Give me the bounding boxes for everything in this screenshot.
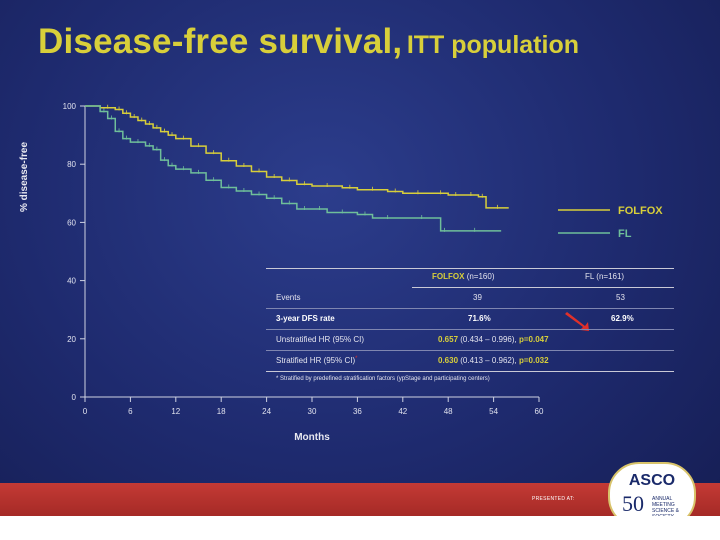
table-rule-2 <box>266 329 674 330</box>
unstrat-ci: (0.434 – 0.996), <box>460 335 517 344</box>
y-tick-label: 0 <box>72 393 77 402</box>
row-events-label: Events <box>276 293 301 302</box>
x-tick-label: 54 <box>489 407 498 416</box>
slide-title: Disease-free survival, ITT population <box>38 22 579 62</box>
unstrat-p: p=0.047 <box>518 335 549 344</box>
y-tick-label: 100 <box>63 102 77 111</box>
x-tick-label: 12 <box>171 407 180 416</box>
table-header-fl: FL (n=161) <box>585 272 624 281</box>
y-tick-label: 60 <box>67 218 76 227</box>
y-tick-label: 20 <box>67 335 76 344</box>
table-footnote: * Stratified by predefined stratificatio… <box>276 376 490 382</box>
row-strat-value: 0.630 (0.413 – 0.962), p=0.032 <box>438 356 549 365</box>
strat-ci: (0.413 – 0.962), <box>460 356 517 365</box>
header-fl-n: (n=161) <box>596 272 625 281</box>
strat-hr: 0.630 <box>438 356 459 365</box>
footer-band <box>0 483 720 516</box>
title-sub: ITT population <box>406 31 579 59</box>
censor-marks-folfox <box>107 104 498 209</box>
censor-marks-fl <box>103 108 476 232</box>
chart-legend: FOLFOX FL <box>558 205 663 240</box>
table-rule-3 <box>266 350 674 351</box>
table-bottom-rule <box>266 371 674 372</box>
legend-label-folfox: FOLFOX <box>618 205 663 217</box>
row-unstrat-label: Unstratified HR (95% CI) <box>276 335 365 344</box>
row-dfs-fl: 62.9% <box>611 314 634 323</box>
x-tick-label: 24 <box>262 407 271 416</box>
table-header-folfox: FOLFOX (n=160) <box>432 272 494 281</box>
asco-logo-number: 50 <box>622 491 644 516</box>
x-tick-label: 36 <box>353 407 362 416</box>
y-axis-label-wrap: % disease-free <box>14 92 32 212</box>
y-axis-label: % disease-free <box>19 141 30 212</box>
title-main: Disease-free survival, <box>38 22 403 61</box>
header-folfox-name: FOLFOX <box>432 272 465 281</box>
y-tick-label: 80 <box>67 160 76 169</box>
survival-curve-folfox <box>85 105 509 209</box>
x-tick-label: 48 <box>444 407 453 416</box>
survival-curve-fl <box>85 105 502 232</box>
x-tick-label: 30 <box>308 407 317 416</box>
row-strat-asterisk: * <box>355 356 358 362</box>
row-events-folfox: 39 <box>473 293 482 302</box>
x-axis-label: Months <box>294 432 330 443</box>
row-dfs-label: 3-year DFS rate <box>276 314 335 323</box>
row-unstrat-value: 0.657 (0.434 – 0.996), p=0.047 <box>438 335 549 344</box>
header-folfox-n: (n=160) <box>466 272 495 281</box>
asco-logo-name: ASCO <box>628 472 676 489</box>
x-tick-label: 18 <box>217 407 226 416</box>
table-top-rule <box>266 268 674 269</box>
x-tick-label: 6 <box>128 407 133 416</box>
bottom-white-strip <box>0 516 720 540</box>
row-strat-label-wrap: Stratified HR (95% CI)* <box>276 356 357 365</box>
row-strat-label: Stratified HR (95% CI) <box>276 356 356 365</box>
chart-axes: 0 20 40 60 80 100 0 6 12 18 24 30 36 42 48 54 60 <box>63 102 544 416</box>
row-dfs-folfox: 71.6% <box>468 314 491 323</box>
row-events-fl: 53 <box>616 293 625 302</box>
survival-curves <box>85 104 509 232</box>
x-tick-label: 60 <box>535 407 544 416</box>
red-arrow-icon <box>565 312 589 331</box>
presented-at-label: PRESENTED AT: <box>532 496 575 502</box>
unstrat-hr: 0.657 <box>438 335 459 344</box>
table-header-rule <box>412 287 674 288</box>
x-tick-label: 0 <box>83 407 88 416</box>
x-tick-label: 42 <box>398 407 407 416</box>
y-tick-label: 40 <box>67 277 76 286</box>
legend-label-fl: FL <box>618 228 632 240</box>
table-rule-1 <box>266 308 674 309</box>
strat-p: p=0.032 <box>518 356 549 365</box>
header-fl-name: FL <box>585 272 595 281</box>
